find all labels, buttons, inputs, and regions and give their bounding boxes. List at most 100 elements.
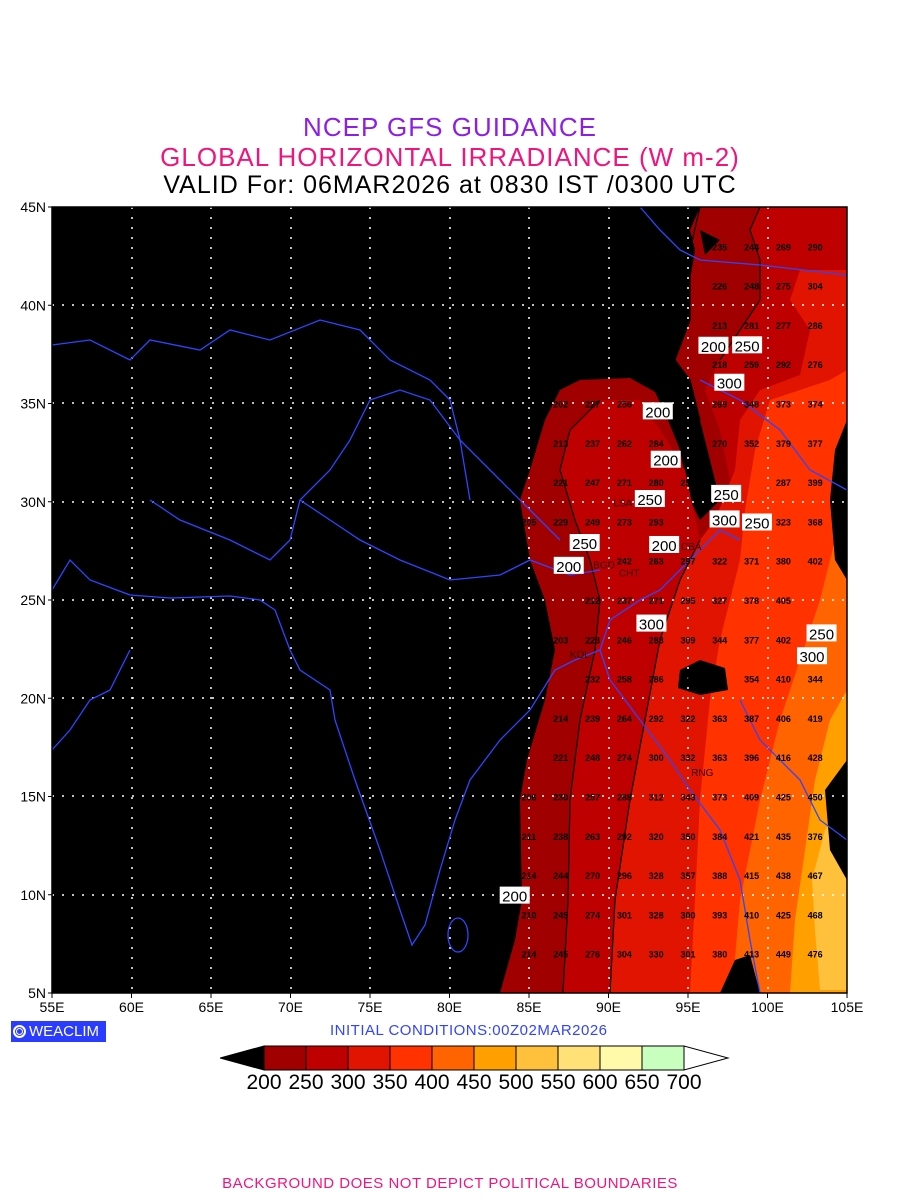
grid-value: 384: [712, 832, 727, 842]
grid-value: 405: [776, 596, 791, 606]
colorbar-level-label: 450: [456, 1071, 492, 1094]
colorbar-level-label: 650: [624, 1071, 660, 1094]
contour-label-text: 200: [653, 453, 678, 470]
station-label: LSA: [613, 499, 632, 510]
grid-value: 208: [680, 439, 695, 449]
grid-value: 226: [712, 282, 727, 292]
grid-value: 393: [712, 910, 727, 920]
grid-value: 212: [585, 596, 600, 606]
grid-value: 376: [808, 832, 823, 842]
grid-value: 415: [744, 871, 759, 881]
grid-value: 269: [712, 400, 727, 410]
contour-label: 200: [649, 535, 680, 555]
grid-value: 244: [553, 871, 568, 881]
grid-value: 301: [617, 910, 632, 920]
grid-value: 413: [744, 950, 759, 960]
grid-value: 380: [712, 950, 727, 960]
grid-value: 286: [808, 321, 823, 331]
lat-tick-label: 25N: [20, 592, 46, 608]
grid-value: 264: [617, 714, 632, 724]
colorbar-swatch: [515, 1045, 559, 1071]
grid-value: 211: [522, 832, 537, 842]
contour-label-text: 200: [502, 889, 527, 906]
graticule: [52, 207, 847, 993]
grid-value: 276: [808, 360, 823, 370]
lon-tick-label: 70E: [278, 999, 303, 1015]
grid-value: 300: [680, 910, 695, 920]
contour-label: 200: [499, 886, 530, 906]
colorbar-level-label: 400: [414, 1071, 450, 1094]
lon-tick-label: 85E: [517, 999, 542, 1015]
grid-value: 230: [553, 793, 568, 803]
grid-value: 476: [808, 950, 823, 960]
grid-value: 322: [712, 557, 727, 567]
contour-label-text: 250: [572, 536, 597, 553]
grid-value: 435: [776, 832, 791, 842]
grid-value: 210: [521, 910, 536, 920]
lon-tick-label: 100E: [751, 999, 784, 1015]
grid-value: 425: [776, 793, 791, 803]
colorbar-below-arrow: [220, 1045, 265, 1071]
coastlines-boundaries: [52, 207, 847, 993]
lat-tick-label: 45N: [20, 199, 46, 215]
grid-value: 258: [617, 675, 632, 685]
station-marker: KOL: [570, 650, 590, 661]
contour-label: 300: [797, 647, 828, 666]
contour-label-text: 250: [744, 516, 769, 533]
grid-value: 270: [585, 871, 600, 881]
grid-value: 247: [585, 478, 600, 488]
grid-value: 363: [712, 753, 727, 763]
grid-value: 214: [521, 950, 536, 960]
grid-value: 248: [585, 753, 600, 763]
title-model: NCEP GFS GUIDANCE: [303, 112, 597, 142]
grid-value: 295: [680, 596, 695, 606]
grid-value: 350: [680, 832, 695, 842]
contour-label: 250: [711, 484, 742, 504]
lon-tick-label: 55E: [40, 999, 65, 1015]
colorbar: [220, 1045, 730, 1071]
lon-tick-label: 65E: [199, 999, 224, 1015]
grid-value: 292: [649, 714, 664, 724]
grid-value: 296: [617, 871, 632, 881]
grid-value: 269: [776, 242, 791, 252]
grid-value: 283: [649, 635, 664, 645]
grid-value: 248: [744, 282, 759, 292]
lat-tick-label: 5N: [28, 985, 46, 1001]
initial-conditions: INITIAL CONDITIONS:00Z02MAR2026: [330, 1022, 608, 1039]
lon-tick-label: 60E: [119, 999, 144, 1015]
grid-value: 214: [521, 871, 536, 881]
grid-value: 410: [776, 675, 791, 685]
grid-value: 410: [744, 910, 759, 920]
contour-label-text: 250: [714, 487, 739, 504]
contour-label: 250: [732, 336, 763, 355]
contour-label: 200: [698, 336, 729, 356]
grid-value: 399: [808, 478, 823, 488]
logo-icon: [13, 1025, 26, 1038]
contour-label: 200: [553, 556, 584, 576]
grid-value: 409: [744, 793, 759, 803]
contour-label-text: 300: [717, 376, 742, 393]
grid-value: 438: [776, 871, 791, 881]
grid-value: 320: [649, 832, 664, 842]
grid-value: 312: [649, 793, 664, 803]
colorbar-level-label: 600: [582, 1071, 618, 1094]
colorbar-swatch: [641, 1045, 685, 1071]
contour-label-text: 300: [712, 512, 737, 529]
grid-value: 274: [585, 910, 600, 920]
grid-value: 288: [617, 793, 632, 803]
colorbar-swatch: [599, 1045, 643, 1071]
contour-label-text: 200: [652, 538, 677, 555]
grid-value: 202: [553, 400, 568, 410]
grid-value: 343: [680, 793, 695, 803]
station-marker: CHT: [619, 568, 640, 579]
colorbar-level-label: 500: [498, 1071, 534, 1094]
grid-value: 244: [744, 242, 759, 252]
grid-value: 218: [712, 360, 727, 370]
lat-tick-label: 10N: [20, 887, 46, 903]
grid-value: 374: [808, 400, 823, 410]
grid-value: 238: [553, 832, 568, 842]
title-variable: GLOBAL HORIZONTAL IRRADIANCE (W m-2): [160, 142, 740, 172]
colorbar-swatch: [389, 1045, 433, 1071]
